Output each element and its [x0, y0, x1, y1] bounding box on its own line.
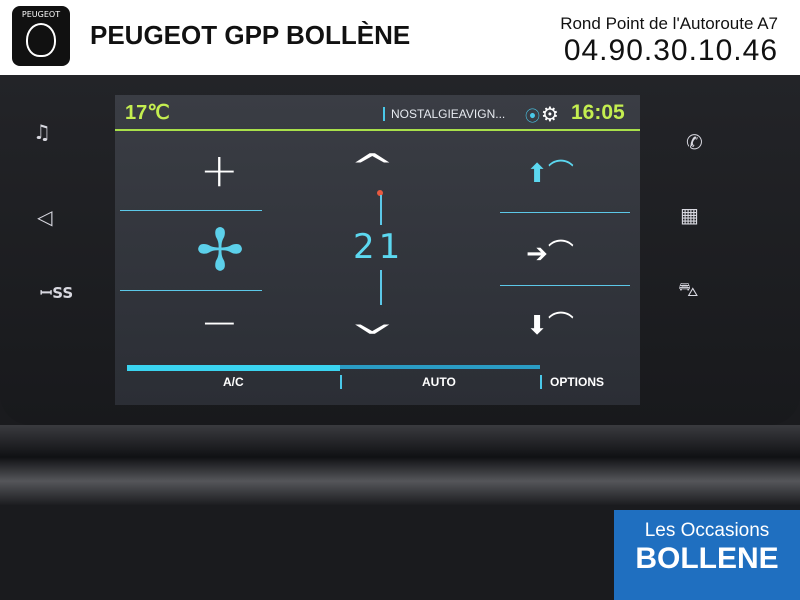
- phone-icon[interactable]: ✆: [686, 130, 703, 154]
- badge-line1: Les Occasions: [644, 520, 770, 541]
- dealer-address: Rond Point de l'Autoroute A7: [560, 14, 778, 33]
- car-icon[interactable]: ⛍: [678, 277, 699, 301]
- gear-icon[interactable]: ⚙: [541, 102, 559, 126]
- dashboard-trim: [0, 425, 800, 505]
- divider: [500, 285, 630, 286]
- peugeot-logo: PEUGEOT: [12, 6, 70, 66]
- fan-decrease-button[interactable]: −: [200, 295, 239, 349]
- auto-tab-indicator: [340, 365, 540, 369]
- grid-icon[interactable]: ▦: [680, 203, 699, 227]
- location-pin-icon: ⦿: [525, 107, 541, 125]
- dealer-badge: Les Occasions BOLLENE: [614, 510, 800, 600]
- dealer-name: PEUGEOT GPP BOLLÈNE: [90, 20, 411, 50]
- dealer-phone: 04.90.30.10.46: [563, 34, 778, 67]
- tab-auto[interactable]: AUTO: [340, 375, 540, 389]
- indicator-dot: [377, 190, 383, 196]
- radio-station[interactable]: NOSTALGIEAVIGN...: [383, 107, 505, 121]
- dealer-header: PEUGEOT PEUGEOT GPP BOLLÈNE Rond Point d…: [0, 0, 800, 75]
- music-icon[interactable]: ♫: [33, 120, 51, 144]
- clock: 16:05: [571, 101, 625, 124]
- divider: [500, 212, 630, 213]
- tab-options[interactable]: OPTIONS: [540, 375, 604, 389]
- scale-line: [380, 270, 382, 305]
- scale-line: [380, 195, 382, 225]
- apps-icon[interactable]: ꟷSS: [40, 284, 74, 302]
- divider: [120, 210, 262, 211]
- temperature-setpoint: 21: [353, 227, 405, 267]
- outside-temperature: 17℃: [125, 102, 170, 124]
- climate-screen: 17℃ NOSTALGIEAVIGN... ⦿ ⚙ 16:05 + ✢ − ^ …: [115, 95, 640, 405]
- chevron-down-icon[interactable]: ^: [349, 300, 396, 340]
- tab-ac[interactable]: A/C: [223, 375, 244, 389]
- divider: [120, 290, 262, 291]
- badge-line2: BOLLENE: [635, 542, 779, 575]
- fan-icon: ✢: [195, 216, 245, 284]
- fan-increase-button[interactable]: +: [200, 143, 239, 197]
- navigation-icon[interactable]: ◁: [37, 205, 53, 229]
- ac-tab-indicator: [127, 365, 340, 371]
- air-windshield-icon[interactable]: ⬆⌒: [526, 159, 574, 189]
- air-face-icon[interactable]: ➔⌒: [526, 239, 574, 269]
- logo-text: PEUGEOT: [21, 10, 61, 19]
- status-bar: 17℃ NOSTALGIEAVIGN... ⦿ ⚙ 16:05: [115, 95, 640, 131]
- chevron-up-icon[interactable]: ^: [349, 147, 396, 187]
- air-feet-icon[interactable]: ⬇⌒: [526, 311, 574, 341]
